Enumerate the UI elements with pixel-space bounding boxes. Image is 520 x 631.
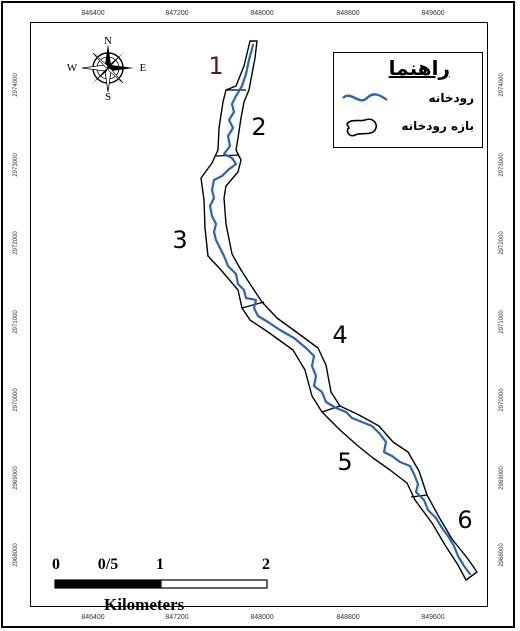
scale-bar-segment-1 bbox=[54, 579, 162, 589]
compass-rose-icon bbox=[81, 44, 134, 93]
legend-reach-symbol bbox=[346, 118, 378, 137]
scale-unit-label: Kilometers bbox=[104, 595, 185, 614]
scale-label-1: 1 bbox=[156, 556, 164, 573]
compass-north-label: N bbox=[104, 35, 112, 47]
reach-label-3: 3 bbox=[172, 226, 188, 254]
reach-label-5: 5 bbox=[337, 448, 353, 476]
tick-x-bottom-2: 847200 bbox=[165, 614, 189, 621]
tick-x-bottom-1: 846400 bbox=[81, 614, 105, 621]
scale-bar bbox=[54, 579, 268, 589]
legend-river-symbol bbox=[342, 93, 388, 102]
scale-bar-segment-2 bbox=[160, 579, 268, 589]
tick-x-3: 848000 bbox=[250, 10, 274, 17]
scale-label-half: 0/5 bbox=[97, 556, 119, 573]
tick-x-4: 848800 bbox=[336, 10, 360, 17]
reach-divider-3-4 bbox=[241, 301, 265, 309]
legend-reach-label: بازه رودخانه bbox=[401, 119, 474, 133]
legend-river-label: رودخانه bbox=[428, 91, 474, 105]
compass-west-label: W bbox=[66, 62, 78, 74]
tick-x-2: 847200 bbox=[165, 10, 189, 17]
tick-x-bottom-5: 849600 bbox=[421, 614, 445, 621]
tick-x-1: 846400 bbox=[81, 10, 105, 17]
tick-x-bottom-4: 848800 bbox=[336, 614, 360, 621]
reach-label-4: 4 bbox=[332, 321, 348, 349]
compass-south-label: S bbox=[104, 91, 112, 103]
legend-title: راهنما bbox=[388, 56, 450, 80]
tick-x-5: 849600 bbox=[421, 10, 445, 17]
compass-east-label: E bbox=[139, 62, 147, 74]
scale-label-2: 2 bbox=[262, 556, 270, 573]
reach-label-2: 2 bbox=[251, 113, 267, 141]
tick-x-bottom-3: 848000 bbox=[250, 614, 274, 621]
scale-label-0: 0 bbox=[52, 556, 60, 573]
reach-label-6: 6 bbox=[457, 506, 473, 534]
reach-label-1: 1 bbox=[208, 52, 224, 80]
river-channel bbox=[208, 43, 472, 576]
map-legend: راهنما رودخانه بازه رودخانه bbox=[333, 52, 483, 148]
reach-divider-4-5 bbox=[321, 405, 341, 413]
